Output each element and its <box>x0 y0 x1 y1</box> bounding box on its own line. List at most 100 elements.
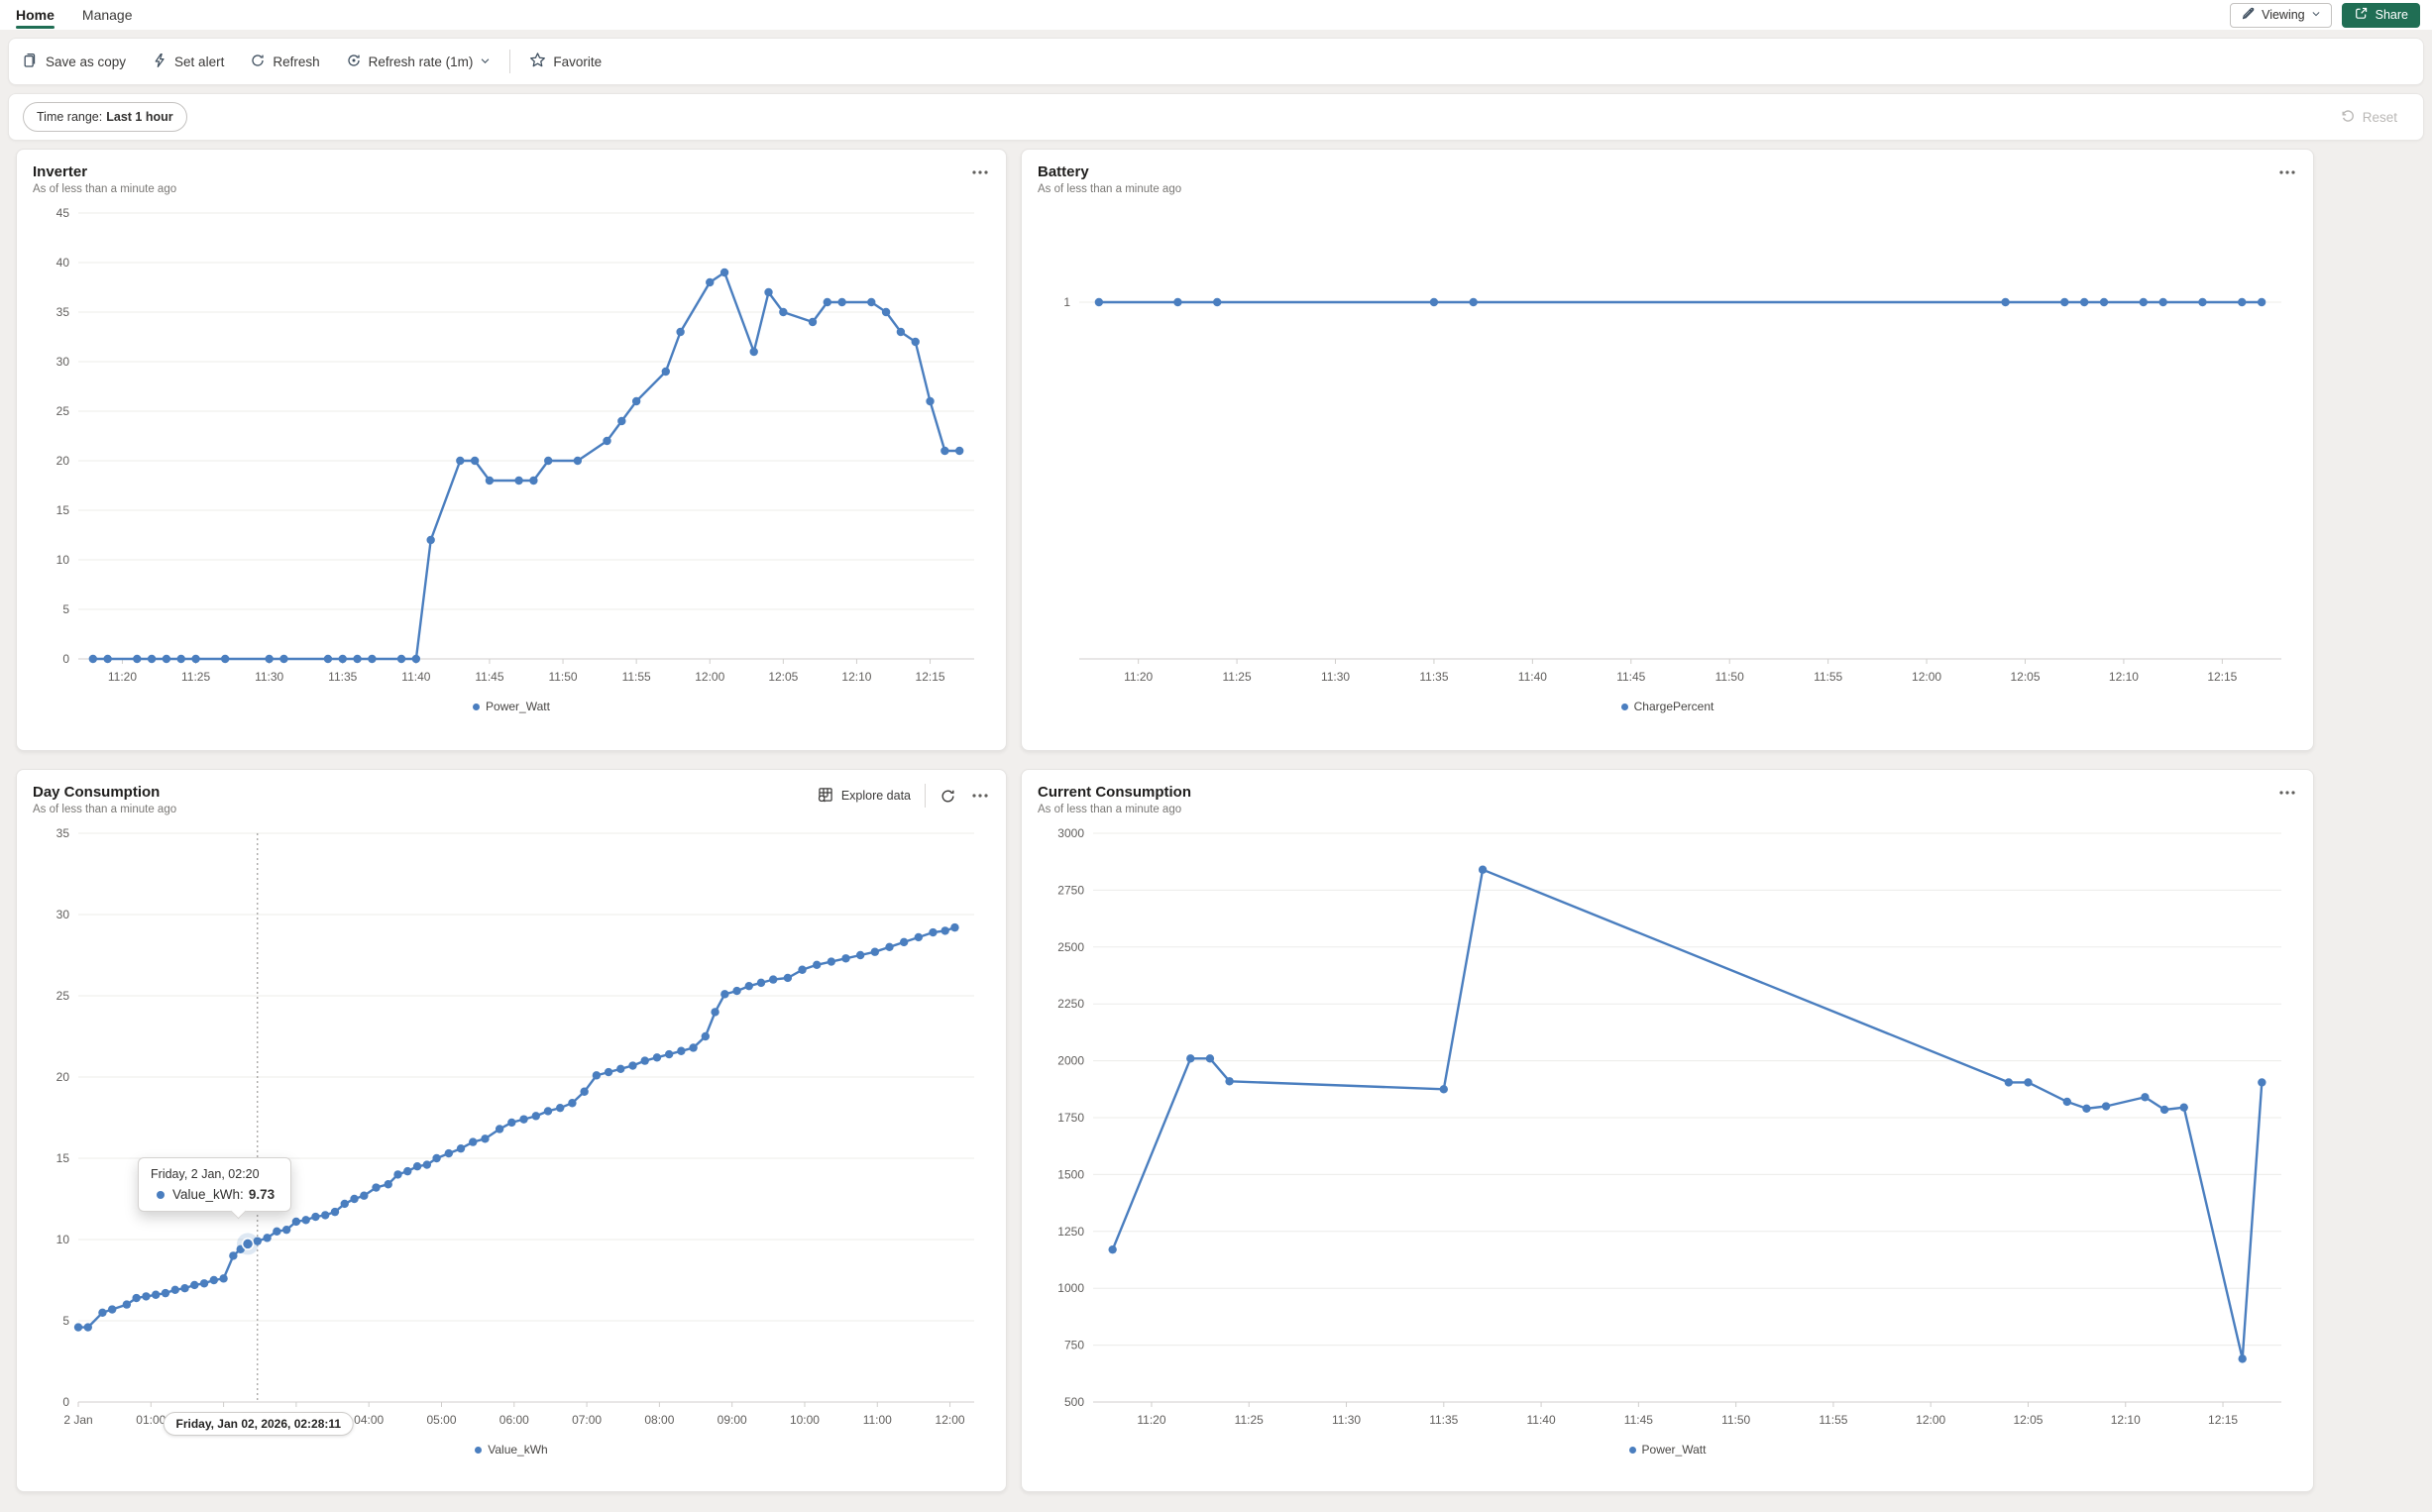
battery-line-chart[interactable]: 1 11:20 11:25 11:30 11:35 11:40 11:45 11:50 11:5… <box>1038 201 2297 695</box>
svg-text:11:45: 11:45 <box>475 670 503 684</box>
tab-home[interactable]: Home <box>16 0 55 30</box>
svg-text:30: 30 <box>56 908 70 921</box>
tile-subtitle: As of less than a minute ago <box>1038 183 1182 195</box>
refresh-rate-label: Refresh rate (1m) <box>368 54 474 69</box>
svg-text:500: 500 <box>1064 1395 1084 1409</box>
svg-text:3000: 3000 <box>1057 826 1084 840</box>
explore-data-label: Explore data <box>840 789 911 803</box>
chevron-down-icon <box>2311 8 2321 22</box>
svg-text:12:10: 12:10 <box>2111 1413 2141 1427</box>
svg-text:0: 0 <box>62 652 69 666</box>
svg-text:2250: 2250 <box>1057 997 1084 1011</box>
header-actions: Viewing Share <box>2230 2 2420 28</box>
tooltip-date: Friday, 2 Jan, 02:20 <box>151 1167 260 1182</box>
svg-text:1000: 1000 <box>1057 1281 1084 1295</box>
tab-home-label: Home <box>16 7 55 23</box>
svg-text:12:15: 12:15 <box>2207 670 2237 684</box>
tile-battery: Battery As of less than a minute ago 1 11… <box>1021 149 2314 751</box>
legend-label: ChargePercent <box>1633 700 1714 713</box>
chevron-down-icon <box>480 54 491 69</box>
set-alert-label: Set alert <box>174 54 225 69</box>
current-consumption-line-chart[interactable]: 500 750 1000 1250 1500 1750 2000 2250 2500 2750 30… <box>1038 821 2297 1438</box>
explore-data-button[interactable]: Explore data <box>817 786 911 807</box>
more-options-icon[interactable] <box>970 163 990 181</box>
svg-text:01:00: 01:00 <box>136 1413 166 1427</box>
svg-text:11:00: 11:00 <box>863 1413 892 1427</box>
more-options-icon[interactable] <box>970 787 990 805</box>
svg-text:11:20: 11:20 <box>108 670 137 684</box>
legend-dot <box>473 702 481 710</box>
tile-title: Battery <box>1038 163 1089 180</box>
battery-legend: ChargePercent <box>1038 695 2297 718</box>
svg-text:2500: 2500 <box>1057 940 1084 954</box>
svg-text:12:10: 12:10 <box>2109 670 2139 684</box>
svg-text:12:05: 12:05 <box>2013 1413 2043 1427</box>
star-icon <box>529 52 546 71</box>
svg-text:12:15: 12:15 <box>916 670 945 684</box>
inverter-legend: Power_Watt <box>33 695 990 718</box>
legend-dot <box>475 1446 483 1454</box>
lightning-bolt-icon <box>152 53 167 71</box>
svg-text:08:00: 08:00 <box>644 1413 674 1427</box>
svg-text:11:30: 11:30 <box>255 670 283 684</box>
tile-day-consumption: Day Consumption As of less than a minute… <box>16 769 1007 1492</box>
svg-text:5: 5 <box>62 1314 69 1328</box>
svg-text:40: 40 <box>56 256 70 270</box>
tab-strip: Home Manage <box>16 0 133 30</box>
svg-text:0: 0 <box>62 1395 69 1409</box>
svg-text:12:00: 12:00 <box>936 1413 965 1427</box>
svg-text:25: 25 <box>56 989 70 1003</box>
svg-text:20: 20 <box>56 454 70 468</box>
chart-tooltip: Friday, 2 Jan, 02:20 Value_kWh: 9.73 <box>138 1157 292 1220</box>
legend-label: Value_kWh <box>488 1443 548 1457</box>
tooltip-series-label: Value_kWh: <box>172 1187 244 1203</box>
top-header: Home Manage Viewing Share <box>0 0 2432 30</box>
viewing-mode-button[interactable]: Viewing <box>2230 2 2332 28</box>
table-search-icon <box>817 786 834 807</box>
svg-text:1250: 1250 <box>1057 1225 1084 1239</box>
refresh-label: Refresh <box>273 54 320 69</box>
toolbar-divider <box>509 50 511 73</box>
set-alert-button[interactable]: Set alert <box>139 39 237 84</box>
svg-text:09:00: 09:00 <box>718 1413 747 1427</box>
refresh-rate-dropdown[interactable]: Refresh rate (1m) <box>333 39 504 84</box>
svg-text:10: 10 <box>56 1233 70 1246</box>
time-range-pill[interactable]: Time range: Last 1 hour <box>23 102 187 132</box>
svg-text:11:35: 11:35 <box>1429 1413 1458 1427</box>
svg-text:11:40: 11:40 <box>1518 670 1547 684</box>
reset-button[interactable]: Reset <box>2340 108 2397 127</box>
svg-text:10: 10 <box>56 553 70 567</box>
svg-text:15: 15 <box>56 503 70 517</box>
svg-text:11:45: 11:45 <box>1616 670 1645 684</box>
more-options-icon[interactable] <box>2277 163 2297 181</box>
svg-text:20: 20 <box>56 1070 70 1084</box>
refresh-icon <box>250 53 266 71</box>
svg-text:25: 25 <box>56 404 70 418</box>
svg-text:45: 45 <box>56 206 70 220</box>
save-as-copy-button[interactable]: Save as copy <box>9 39 139 84</box>
tile-subtitle: As of less than a minute ago <box>33 183 177 195</box>
svg-text:11:55: 11:55 <box>1819 1413 1847 1427</box>
share-button[interactable]: Share <box>2341 2 2420 28</box>
reset-label: Reset <box>2362 109 2397 125</box>
svg-text:10:00: 10:00 <box>790 1413 820 1427</box>
tile-current-consumption: Current Consumption As of less than a mi… <box>1021 769 2314 1492</box>
more-options-icon[interactable] <box>2277 784 2297 802</box>
svg-text:11:55: 11:55 <box>622 670 651 684</box>
svg-text:11:50: 11:50 <box>548 670 577 684</box>
svg-text:11:50: 11:50 <box>1715 670 1744 684</box>
svg-text:11:25: 11:25 <box>181 670 210 684</box>
inverter-line-chart[interactable]: 0 5 10 15 20 25 30 35 40 45 11:20 11:25 11:30 11:35 11… <box>33 201 990 695</box>
svg-text:11:50: 11:50 <box>1721 1413 1750 1427</box>
svg-text:12:00: 12:00 <box>1916 1413 1945 1427</box>
favorite-button[interactable]: Favorite <box>516 39 614 84</box>
time-range-value: Last 1 hour <box>106 110 173 124</box>
svg-text:15: 15 <box>56 1151 70 1165</box>
share-label: Share <box>2375 8 2408 22</box>
tab-manage[interactable]: Manage <box>82 0 133 30</box>
refresh-button[interactable]: Refresh <box>237 39 332 84</box>
share-icon <box>2354 6 2369 24</box>
tile-refresh-icon[interactable] <box>940 788 956 805</box>
